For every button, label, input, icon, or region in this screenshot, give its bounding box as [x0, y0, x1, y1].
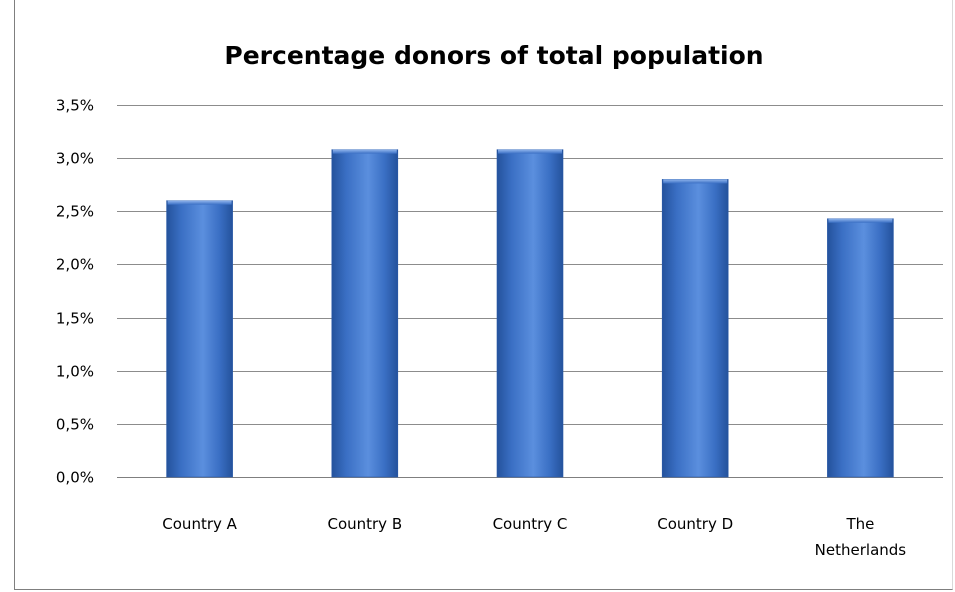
bar-body — [827, 218, 894, 478]
y-tick-label: 0,5% — [56, 416, 94, 434]
bar — [331, 149, 399, 478]
y-tick-label: 3,0% — [56, 150, 94, 168]
bar-cap — [498, 149, 562, 154]
y-tick-label: 3,5% — [56, 97, 94, 115]
bars — [166, 149, 894, 478]
bar-body — [166, 200, 233, 478]
bar-body — [496, 149, 564, 478]
y-axis-ticks: 0,0% 0,5% 1,0% 1,5% 2,0% 2,5% 3,0% 3,5% — [56, 97, 94, 487]
x-axis-labels: Country A Country B Country C Country D The N… — [162, 515, 906, 559]
x-category-label: Country B — [327, 515, 402, 533]
x-category-label: Country A — [162, 515, 237, 533]
y-tick-label: 0,0% — [56, 469, 94, 487]
bar-body — [661, 179, 729, 478]
y-tick-label: 2,0% — [56, 256, 94, 274]
bar-cap — [828, 218, 893, 223]
bar — [166, 200, 233, 478]
x-category-label: Country C — [493, 515, 568, 533]
y-tick-label: 1,0% — [56, 363, 94, 381]
y-tick-label: 1,5% — [56, 310, 94, 328]
bar-body — [331, 149, 399, 478]
bar — [496, 149, 564, 478]
x-category-label: Country D — [657, 515, 733, 533]
chart-title: Percentage donors of total population — [224, 41, 763, 70]
bar-cap — [332, 149, 397, 154]
bar — [827, 218, 894, 478]
y-tick-label: 2,5% — [56, 203, 94, 221]
bar-cap — [167, 200, 232, 205]
bar — [661, 179, 729, 478]
bar-cap — [663, 179, 728, 184]
x-category-label: The Netherlands — [815, 515, 907, 559]
